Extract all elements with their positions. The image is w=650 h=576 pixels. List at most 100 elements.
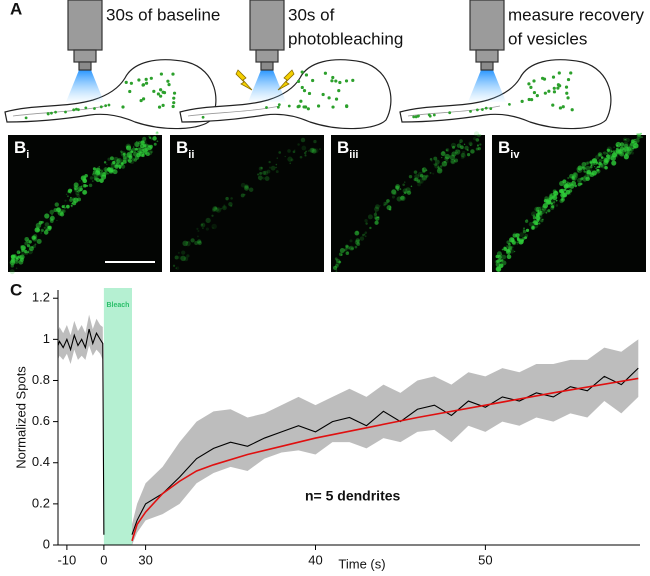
fluorescent-spot — [550, 202, 553, 205]
fluorescent-spot — [83, 176, 86, 179]
fluorescent-spot — [348, 246, 353, 250]
fluorescent-spot — [126, 146, 129, 148]
fluorescent-spot — [116, 157, 123, 164]
fluorescent-spot — [369, 226, 372, 230]
fluorescent-spot — [365, 222, 368, 225]
fluorescent-spot — [630, 151, 634, 155]
fluorescent-spot — [439, 165, 443, 168]
vesicle — [351, 78, 355, 82]
fluorescent-spot — [186, 254, 190, 258]
vesicle — [276, 105, 280, 109]
fluorescent-spot — [147, 150, 153, 156]
fluorescent-spot — [550, 205, 555, 211]
fluorescent-spot — [519, 232, 524, 238]
fluorescent-spot — [126, 151, 132, 158]
fluorescent-spot — [637, 133, 641, 137]
fluorescent-spot — [595, 167, 597, 170]
fluorescent-spot — [82, 178, 87, 183]
fluorescent-spot — [54, 202, 59, 207]
step-caption: photobleaching — [288, 29, 403, 48]
fluorescent-spot — [419, 173, 424, 178]
vesicle — [316, 104, 321, 108]
fluorescent-spot — [466, 149, 469, 152]
fluorescent-spot — [521, 239, 525, 242]
fluorescent-spot — [567, 191, 572, 196]
vesicle — [159, 72, 163, 76]
fluorescent-spot — [623, 143, 629, 149]
fluorescent-spot — [74, 188, 78, 192]
fluorescent-spot — [582, 176, 588, 182]
fluorescent-spot — [263, 170, 269, 176]
fluorescent-spot — [33, 237, 36, 240]
fluorescent-spot — [127, 158, 132, 163]
vesicle — [141, 97, 146, 101]
fluorescent-spot — [468, 141, 473, 146]
fluorescent-spot — [422, 168, 425, 170]
fluorescent-spot — [103, 161, 107, 164]
fluorescent-spot — [410, 185, 413, 188]
vesicle — [171, 104, 175, 109]
fluorescent-spot — [175, 267, 177, 269]
fluorescent-spot — [268, 160, 271, 164]
fluorescent-spot — [260, 166, 263, 170]
fluorescent-spot — [431, 160, 433, 162]
fluorescent-spot — [395, 185, 400, 190]
fluorescent-spot — [418, 178, 424, 184]
fluorescent-spot — [351, 247, 354, 250]
fluorescent-spot — [102, 175, 104, 177]
fluorescent-spot — [375, 204, 380, 210]
fluorescent-spot — [338, 260, 342, 264]
fluorescent-spot — [40, 228, 44, 233]
fluorescent-spot — [434, 163, 440, 169]
fluorescent-spot — [214, 207, 219, 213]
image-subscript: iii — [349, 149, 358, 161]
fluorescent-spot — [461, 153, 466, 158]
fluorescent-spot — [555, 204, 559, 207]
fluorescent-spot — [469, 142, 473, 147]
fluorescent-spot — [41, 229, 44, 232]
fluorescent-spot — [495, 262, 501, 268]
fluorescent-spot — [69, 191, 72, 194]
fluorescent-spot — [27, 251, 29, 253]
y-tick-label: 0 — [43, 536, 50, 551]
fluorescent-spot — [421, 174, 427, 180]
fluorescent-spot — [422, 169, 426, 174]
fluorescent-spot — [259, 171, 263, 175]
fluorescent-spot — [473, 137, 477, 141]
vesicle — [54, 110, 57, 114]
fluorescent-spot — [545, 211, 548, 214]
vesicle — [432, 113, 436, 117]
fluorescent-spot — [197, 239, 202, 244]
y-tick-label: 0.2 — [32, 495, 50, 510]
fluorescent-spot — [573, 172, 577, 176]
fluorescent-spot — [182, 240, 188, 247]
fluorescent-spot — [553, 190, 559, 196]
image-subscript: iv — [510, 149, 520, 161]
vesicle — [448, 111, 452, 115]
fluorescent-spot — [562, 192, 568, 198]
fluorescent-spot — [463, 143, 466, 146]
fluorescent-spot — [248, 187, 254, 192]
fluorescent-spot — [304, 154, 307, 157]
fluorescent-spot — [544, 196, 549, 201]
fluorescent-spot — [134, 155, 140, 160]
fluorescent-spot — [14, 259, 19, 265]
fluorescent-spot — [228, 201, 233, 207]
fluorescent-spot — [200, 222, 206, 228]
fluorescent-spot — [9, 269, 15, 275]
fluorescent-spot — [69, 198, 73, 202]
vesicle — [344, 79, 349, 83]
fluorescent-spot — [334, 257, 338, 261]
vesicle — [558, 106, 563, 110]
fluorescent-spot — [287, 156, 293, 162]
fluorescent-spot — [181, 250, 186, 255]
fluorescent-spot — [147, 145, 152, 151]
fluorescent-spot — [576, 178, 582, 183]
fluorescent-spot — [222, 205, 227, 211]
mean-line — [57, 328, 105, 535]
fluorescent-spot — [343, 248, 347, 252]
fluorescent-spot — [211, 226, 215, 230]
fluorescent-spot — [629, 142, 635, 147]
fluorescent-spot — [563, 188, 567, 192]
fluorescent-spot — [606, 152, 609, 155]
